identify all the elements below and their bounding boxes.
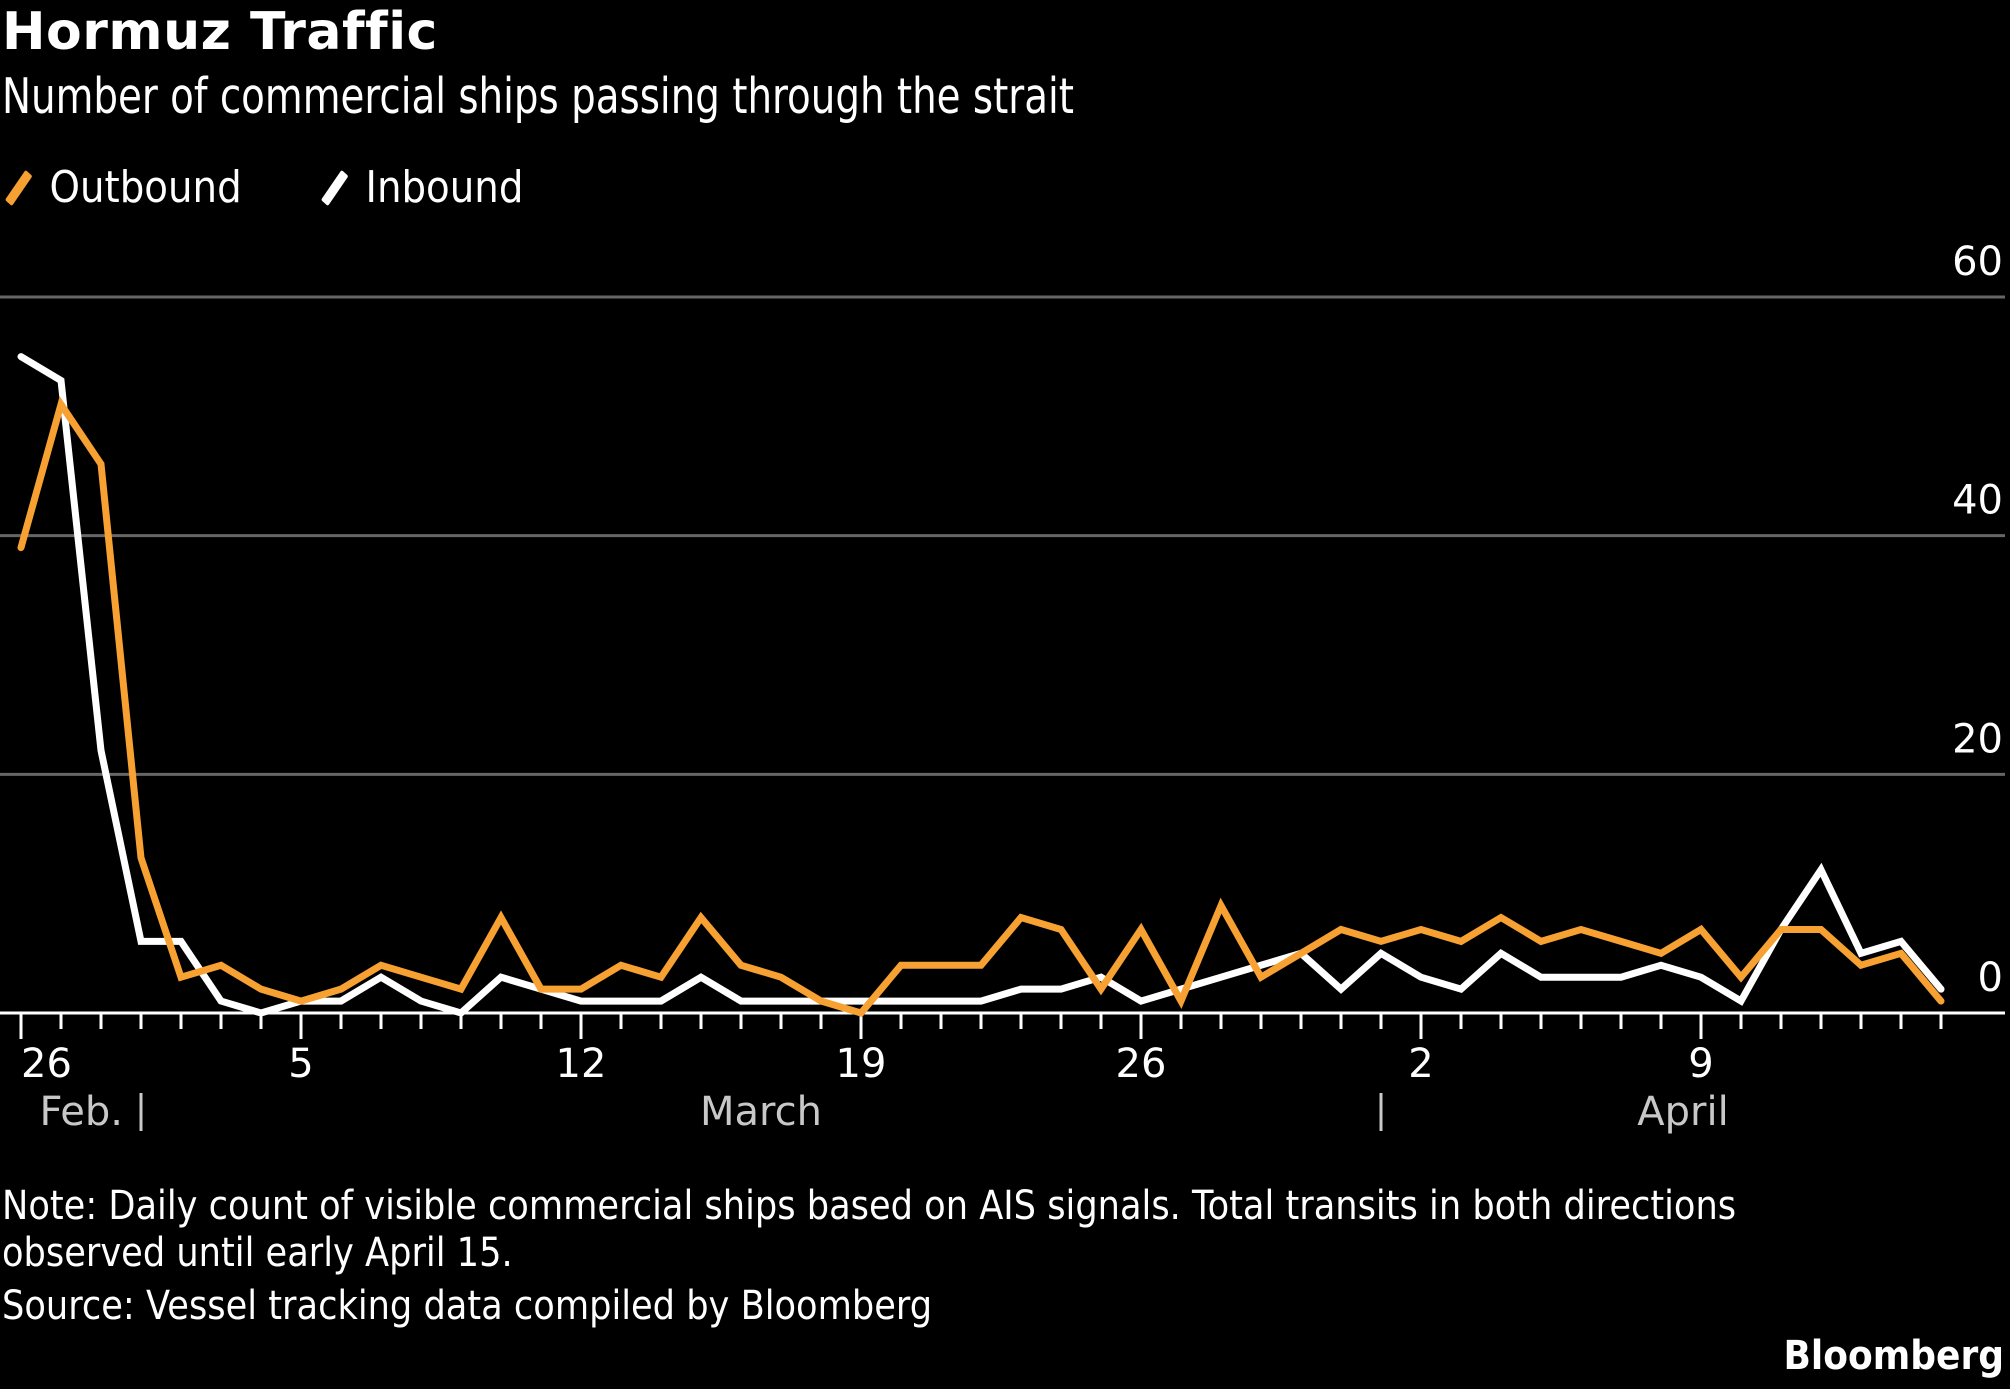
legend-label-inbound: Inbound	[365, 162, 524, 213]
y-tick-label: 0	[1978, 955, 2003, 1001]
x-tick-label: 26	[1116, 1041, 1167, 1087]
line-chart: 0 20 40 60 26 5 12 19 26 2 9 Feb. March April	[0, 239, 2005, 1135]
footnote: Note: Daily count of visible commercial …	[2, 1183, 1737, 1276]
chart-title: Hormuz Traffic	[2, 2, 438, 62]
x-tick-label: 5	[288, 1041, 313, 1087]
gridlines	[0, 295, 2005, 776]
legend-item-outbound: Outbound	[2, 162, 242, 213]
series-line-inbound	[17, 353, 1945, 1017]
x-tick-label: 19	[836, 1041, 887, 1087]
x-tick-label: 26	[21, 1041, 72, 1087]
legend-item-inbound: Inbound	[318, 162, 524, 213]
x-axis: 26 5 12 19 26 2 9 Feb. March April	[0, 1011, 2005, 1135]
month-label-april: April	[1637, 1089, 1728, 1135]
legend-label-outbound: Outbound	[49, 162, 242, 213]
chart-subtitle: Number of commercial ships passing throu…	[2, 68, 1074, 125]
y-tick-label: 40	[1952, 478, 2003, 524]
source-note: Source: Vessel tracking data compiled by…	[2, 1283, 933, 1329]
x-tick-label: 12	[556, 1041, 607, 1087]
y-tick-label: 60	[1952, 239, 2003, 285]
series-lines	[17, 353, 1945, 1018]
month-label-march: March	[700, 1089, 822, 1135]
series-line-outbound	[17, 396, 1945, 1018]
month-label-feb: Feb.	[39, 1089, 123, 1135]
y-axis-labels: 0 20 40 60	[1952, 239, 2003, 1001]
legend: Outbound Inbound	[2, 162, 596, 213]
x-tick-label: 9	[1688, 1041, 1713, 1087]
y-tick-label: 20	[1952, 716, 2003, 762]
bloomberg-logo: Bloomberg	[1783, 1333, 2004, 1379]
x-tick-label: 2	[1408, 1041, 1433, 1087]
